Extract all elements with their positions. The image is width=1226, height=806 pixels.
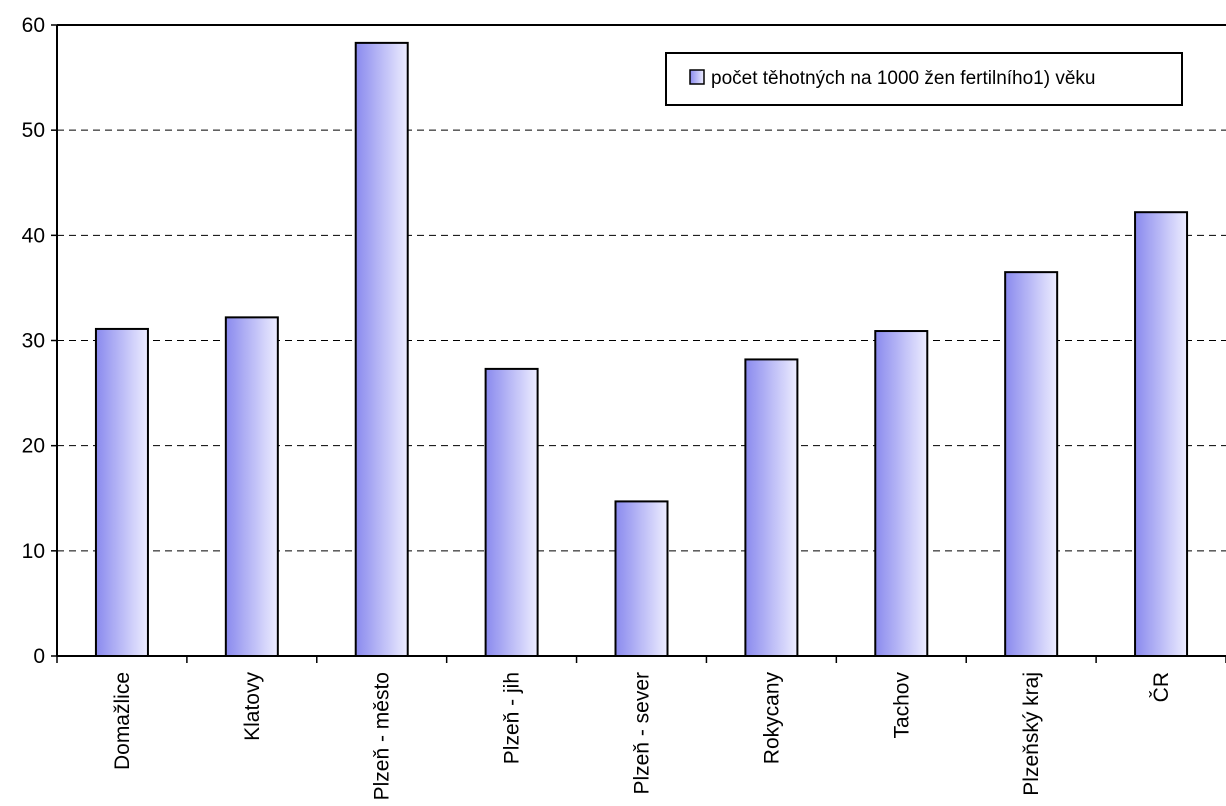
- y-tick-label: 40: [22, 224, 45, 247]
- y-tick-label: 10: [22, 540, 45, 563]
- x-tick-label: Domažlice: [111, 672, 134, 770]
- bar: [1134, 211, 1189, 658]
- x-tick-label: Klatovy: [241, 672, 264, 741]
- bar: [484, 367, 539, 657]
- y-tick-label: 0: [33, 645, 45, 668]
- x-tick-label: Plzeň - sever: [631, 672, 654, 795]
- x-tick-label: Rokycany: [760, 672, 783, 765]
- y-tick-label: 60: [22, 14, 45, 37]
- bar: [874, 330, 929, 657]
- y-tick-label: 50: [22, 119, 45, 142]
- bar: [744, 358, 799, 657]
- bars: [94, 41, 1189, 658]
- bar: [224, 316, 279, 657]
- bar: [94, 327, 149, 657]
- x-tick-label: Tachov: [890, 672, 913, 739]
- legend: počet těhotných na 1000 žen fertilního1)…: [665, 52, 1183, 106]
- y-tick-label: 20: [22, 435, 45, 458]
- legend-box: [665, 52, 1183, 106]
- bar: [354, 41, 409, 657]
- x-tick-label: ČR: [1150, 672, 1173, 702]
- bar: [1004, 271, 1059, 657]
- x-tick-label: Plzeň - jih: [501, 672, 524, 764]
- y-tick-label: 30: [22, 330, 45, 353]
- y-axis-ticks: 0 10 20 30 40 50 60: [22, 14, 57, 668]
- x-tick-label: Plzeňský kraj: [1020, 672, 1043, 796]
- bar: [614, 500, 669, 657]
- x-tick-label: Plzeň - město: [371, 672, 394, 800]
- legend-label: počet těhotných na 1000 žen fertilního1)…: [711, 68, 1095, 89]
- x-axis-labels: Domažlice Klatovy Plzeň - město Plzeň - jih…: [56, 656, 1226, 800]
- legend-swatch: [689, 69, 705, 85]
